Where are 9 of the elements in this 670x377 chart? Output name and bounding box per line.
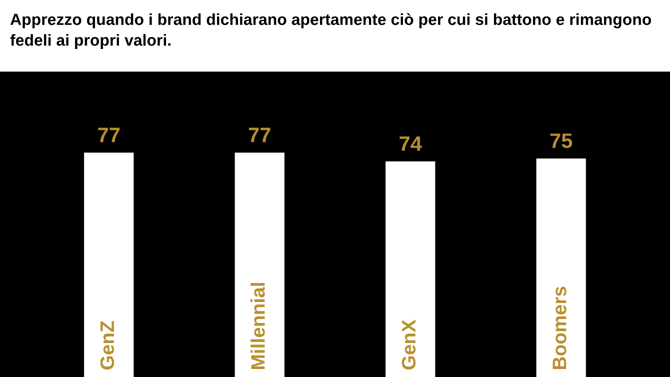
data-label: 74 bbox=[400, 136, 422, 151]
data-label: 77 bbox=[98, 128, 120, 142]
x-tick-label: GenX bbox=[402, 320, 416, 370]
chart-title: Apprezzo quando i brand dichiarano apertamente ciò per cui si battono e rimangono fedeli ai propri valori. bbox=[10, 13, 652, 49]
x-tick-label: Boomers bbox=[552, 286, 566, 369]
x-tick-label: Millennial bbox=[250, 283, 265, 369]
data-label: 75 bbox=[550, 134, 572, 148]
x-tick-label: GenZ bbox=[100, 321, 114, 370]
data-label: 77 bbox=[248, 128, 270, 142]
